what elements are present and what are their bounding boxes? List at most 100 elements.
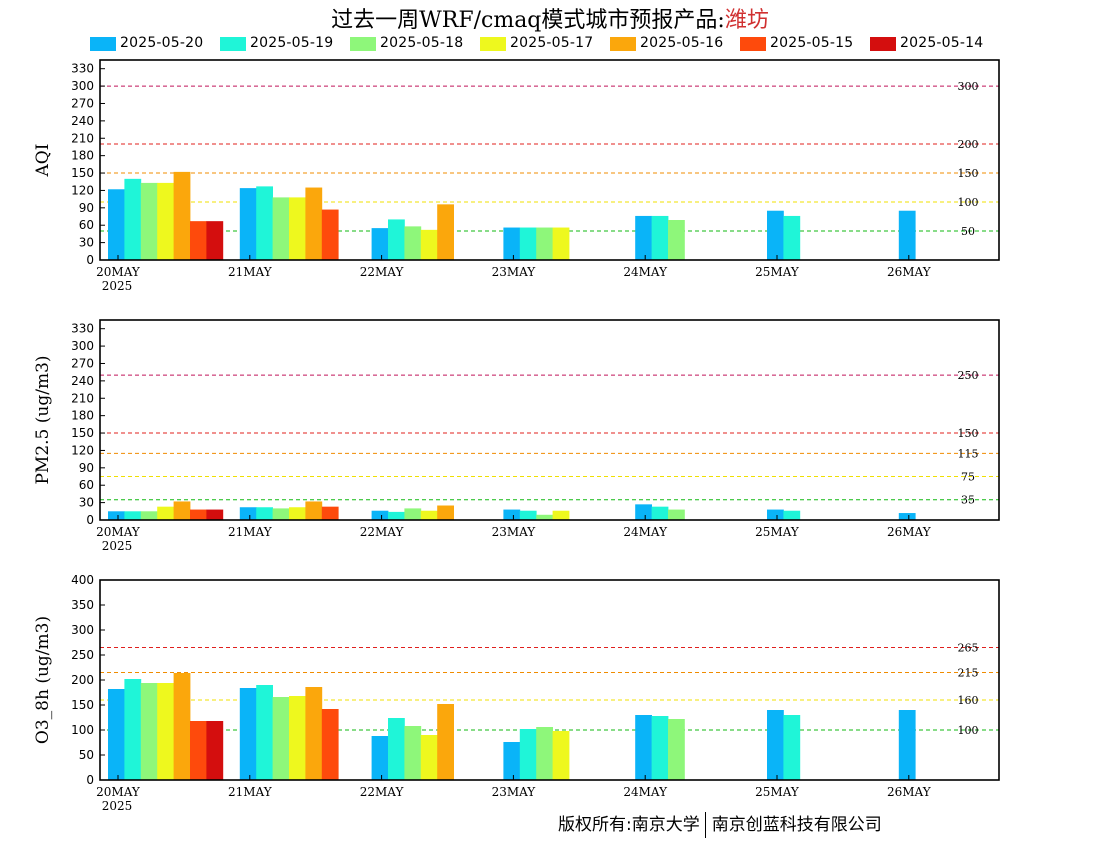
bar bbox=[190, 509, 207, 520]
x-tick-label: 23MAY bbox=[492, 265, 537, 279]
y-tick-label: 300 bbox=[71, 623, 94, 637]
x-tick-label: 22MAY bbox=[360, 265, 405, 279]
x-tick-label: 21MAY bbox=[228, 785, 273, 799]
bar bbox=[388, 718, 405, 780]
bar bbox=[767, 710, 784, 780]
bar bbox=[371, 510, 389, 520]
bar bbox=[536, 227, 553, 260]
bar bbox=[635, 504, 652, 520]
bar bbox=[388, 511, 405, 520]
legend-swatch bbox=[610, 37, 636, 51]
y-tick-label: 0 bbox=[86, 513, 94, 527]
legend-swatch bbox=[480, 37, 506, 51]
plot-frame bbox=[99, 59, 1000, 261]
threshold-label: 250 bbox=[958, 369, 979, 382]
x-tick-label: 26MAY bbox=[887, 785, 932, 799]
bar bbox=[437, 204, 454, 260]
bar bbox=[783, 215, 801, 260]
bar bbox=[767, 509, 784, 520]
x-year-label: 2025 bbox=[102, 279, 133, 293]
chart-title: 过去一周WRF/cmaq模式城市预报产品:潍坊 bbox=[0, 2, 1100, 34]
threshold-label: 265 bbox=[958, 642, 979, 655]
bar bbox=[503, 227, 521, 260]
bar bbox=[404, 726, 422, 780]
y-tick-label: 90 bbox=[79, 201, 94, 215]
bar bbox=[305, 501, 323, 520]
y-tick-label: 0 bbox=[86, 773, 94, 787]
y-tick-label: 400 bbox=[71, 573, 94, 587]
bar bbox=[651, 215, 669, 260]
y-tick-label: 330 bbox=[71, 62, 94, 76]
y-tick-label: 210 bbox=[71, 131, 94, 145]
bar bbox=[437, 704, 454, 780]
legend-label: 2025-05-14 bbox=[900, 35, 984, 51]
y-tick-label: 240 bbox=[71, 114, 94, 128]
bar bbox=[206, 509, 224, 520]
bar bbox=[256, 507, 273, 520]
bar bbox=[305, 187, 323, 260]
bar bbox=[289, 696, 306, 780]
bar bbox=[437, 505, 454, 520]
bar bbox=[783, 715, 801, 780]
threshold-label: 50 bbox=[961, 225, 975, 238]
y-tick-label: 60 bbox=[79, 478, 94, 492]
x-tick-label: 26MAY bbox=[887, 525, 932, 539]
bar bbox=[552, 731, 570, 780]
y-tick-label: 60 bbox=[79, 218, 94, 232]
y-tick-label: 330 bbox=[71, 322, 94, 336]
threshold-label: 150 bbox=[958, 427, 979, 440]
x-tick-label: 26MAY bbox=[887, 265, 932, 279]
y-tick-label: 180 bbox=[71, 409, 94, 423]
legend-label: 2025-05-18 bbox=[380, 35, 464, 51]
legend-swatch bbox=[740, 37, 766, 51]
bar bbox=[635, 215, 652, 260]
bar bbox=[668, 719, 685, 780]
y-tick-label: 30 bbox=[79, 496, 94, 510]
bar bbox=[108, 689, 125, 780]
threshold-label: 100 bbox=[958, 724, 979, 737]
bar bbox=[140, 182, 158, 260]
copyright-footer: 版权所有:南京大学 南京创蓝科技有限公司 bbox=[558, 810, 882, 838]
title-city: 潍坊 bbox=[724, 8, 769, 33]
bar bbox=[108, 189, 125, 260]
bar bbox=[108, 511, 125, 520]
bar bbox=[371, 228, 389, 260]
bar bbox=[519, 227, 537, 260]
bar bbox=[157, 182, 174, 260]
x-year-label: 2025 bbox=[102, 799, 133, 813]
bar bbox=[190, 221, 207, 260]
x-tick-label: 21MAY bbox=[228, 265, 273, 279]
y-tick-label: 200 bbox=[71, 673, 94, 687]
threshold-label: 160 bbox=[958, 694, 979, 707]
x-tick-label: 25MAY bbox=[755, 265, 800, 279]
legend-swatch bbox=[350, 37, 376, 51]
legend-label: 2025-05-19 bbox=[250, 35, 334, 51]
legend-swatch bbox=[220, 37, 246, 51]
threshold-label: 35 bbox=[961, 494, 975, 507]
x-tick-label: 21MAY bbox=[228, 525, 273, 539]
bar bbox=[239, 507, 257, 520]
copyright-right: 南京创蓝科技有限公司 bbox=[711, 815, 882, 835]
footer-separator bbox=[704, 812, 706, 838]
x-tick-label: 20MAY bbox=[96, 265, 141, 279]
bar bbox=[668, 220, 685, 260]
y-tick-label: 270 bbox=[71, 356, 94, 370]
bar bbox=[140, 683, 158, 780]
y-tick-label: 150 bbox=[71, 166, 94, 180]
bar bbox=[404, 226, 422, 260]
bar bbox=[289, 507, 306, 520]
y-axis-label: PM2.5 (ug/m3) bbox=[33, 355, 53, 484]
legend-swatch bbox=[90, 37, 116, 51]
y-tick-label: 270 bbox=[71, 96, 94, 110]
bar bbox=[239, 188, 257, 260]
legend-swatch bbox=[870, 37, 896, 51]
bar bbox=[767, 210, 784, 260]
title-main: 过去一周WRF/cmaq模式城市预报产品: bbox=[331, 8, 725, 33]
bar bbox=[898, 710, 916, 780]
y-tick-label: 150 bbox=[71, 698, 94, 712]
x-tick-label: 20MAY bbox=[96, 785, 141, 799]
bar bbox=[173, 171, 191, 260]
copyright-left: 版权所有:南京大学 bbox=[558, 815, 700, 835]
x-tick-label: 23MAY bbox=[492, 785, 537, 799]
y-tick-label: 120 bbox=[71, 183, 94, 197]
